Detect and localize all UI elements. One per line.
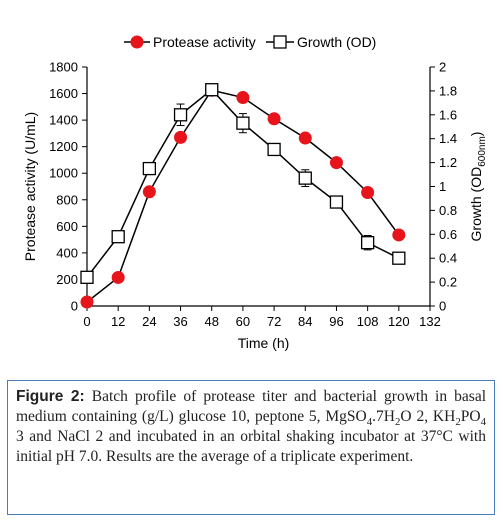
y2-tick-label-6: 1.2: [439, 155, 457, 170]
y2-tick-label-9: 1.8: [439, 83, 457, 98]
x-tick-label-0: 0: [83, 314, 90, 329]
growth-point-4: [205, 83, 219, 97]
y2-tick-label-5: 1: [439, 179, 446, 194]
protease-point-6: [267, 112, 281, 126]
protease-point-7: [298, 131, 312, 145]
x-tick-label-5: 60: [236, 314, 250, 329]
y-tick-label-2: 400: [56, 245, 78, 260]
y2-tick-label-4: 0.8: [439, 203, 457, 218]
protease-point-10: [392, 228, 406, 242]
x-tick-label-10: 120: [388, 314, 410, 329]
protease-point-5: [236, 91, 250, 105]
y-tick-label-6: 1200: [49, 139, 78, 154]
y2-tick-label-10: 2: [439, 60, 446, 75]
figure-caption: Figure 2: Batch profile of protease tite…: [7, 380, 495, 515]
x-tick-label-6: 72: [267, 314, 281, 329]
x-tick-label-8: 96: [329, 314, 343, 329]
growth-point-0: [80, 270, 94, 284]
x-axis-title: Time (h): [238, 335, 290, 351]
protease-point-2: [142, 185, 156, 199]
protease-point-9: [361, 185, 375, 199]
x-tick-label-11: 132: [419, 314, 441, 329]
growth-point-5: [236, 116, 250, 130]
protease-point-1: [111, 270, 125, 284]
caption-text-4: PO: [460, 408, 481, 425]
y-tick-label-4: 800: [56, 192, 78, 207]
x-tick-label-3: 36: [173, 314, 187, 329]
legend-growth-marker: [273, 35, 287, 49]
caption-text-2: .7H: [372, 408, 395, 425]
caption-sub-3: 2: [455, 416, 461, 429]
y2-tick-label-8: 1.6: [439, 107, 457, 122]
x-tick-label-4: 48: [204, 314, 218, 329]
caption-sub-1: 4: [366, 416, 373, 429]
growth-point-2: [142, 161, 157, 176]
growth-point-3: [173, 108, 188, 122]
caption-sub-4: 4: [480, 416, 486, 429]
y2-tick-label-0: 0: [439, 299, 446, 314]
y-tick-label-1: 200: [56, 272, 78, 287]
growth-point-10: [392, 251, 406, 265]
caption-label: Figure 2:: [16, 388, 85, 405]
y-tick-label-3: 600: [56, 219, 78, 234]
chart-svg: 0 12 24 36 48 60 72 84 96 108 120 13202004006008001…: [22, 34, 488, 351]
y-tick-label-0: 0: [71, 299, 78, 314]
protease-point-0: [80, 295, 94, 309]
x-tick-label-1: 12: [111, 314, 125, 329]
y-axis-title: Protease activity (U/mL): [22, 112, 38, 261]
legend-protease-marker: [130, 35, 144, 49]
caption-text-1: Batch profile of protease titer and bact…: [16, 388, 487, 425]
growth-point-9: [360, 236, 375, 250]
y2-tick-label-3: 0.6: [439, 227, 457, 242]
y2-tick-label-1: 0.2: [439, 275, 457, 290]
chart: 0 12 24 36 48 60 72 84 96 108 120 132 0 200 400 600 800 1…: [22, 34, 488, 351]
y2-tick-label-2: 0.4: [439, 251, 457, 266]
y-tick-label-7: 1400: [49, 113, 78, 128]
y-tick-label-9: 1800: [49, 60, 78, 75]
legend-growth-label: Growth (OD): [297, 34, 376, 50]
protease-point-8: [329, 156, 343, 170]
caption-text-5: 3 and NaCl 2 and incubated in an orbital…: [16, 428, 486, 465]
x-tick-label-9: 108: [357, 314, 379, 329]
y-tick-label-8: 1600: [49, 86, 78, 101]
x-tick-label-7: 84: [298, 314, 312, 329]
protease-point-3: [174, 130, 188, 144]
y2-axis-title: Growth (OD600nm): [468, 132, 488, 242]
caption-text-3: O 2, KH: [400, 408, 456, 425]
growth-point-7: [298, 171, 312, 185]
y2-tick-label-7: 1.4: [439, 131, 457, 146]
x-tick-label-2: 24: [142, 314, 156, 329]
y-tick-label-5: 1000: [49, 166, 78, 181]
growth-point-1: [111, 230, 125, 244]
caption-sub-2: 2: [395, 416, 401, 429]
legend-protease-label: Protease activity: [153, 34, 256, 50]
growth-point-8: [329, 195, 344, 209]
growth-point-6: [267, 142, 281, 157]
